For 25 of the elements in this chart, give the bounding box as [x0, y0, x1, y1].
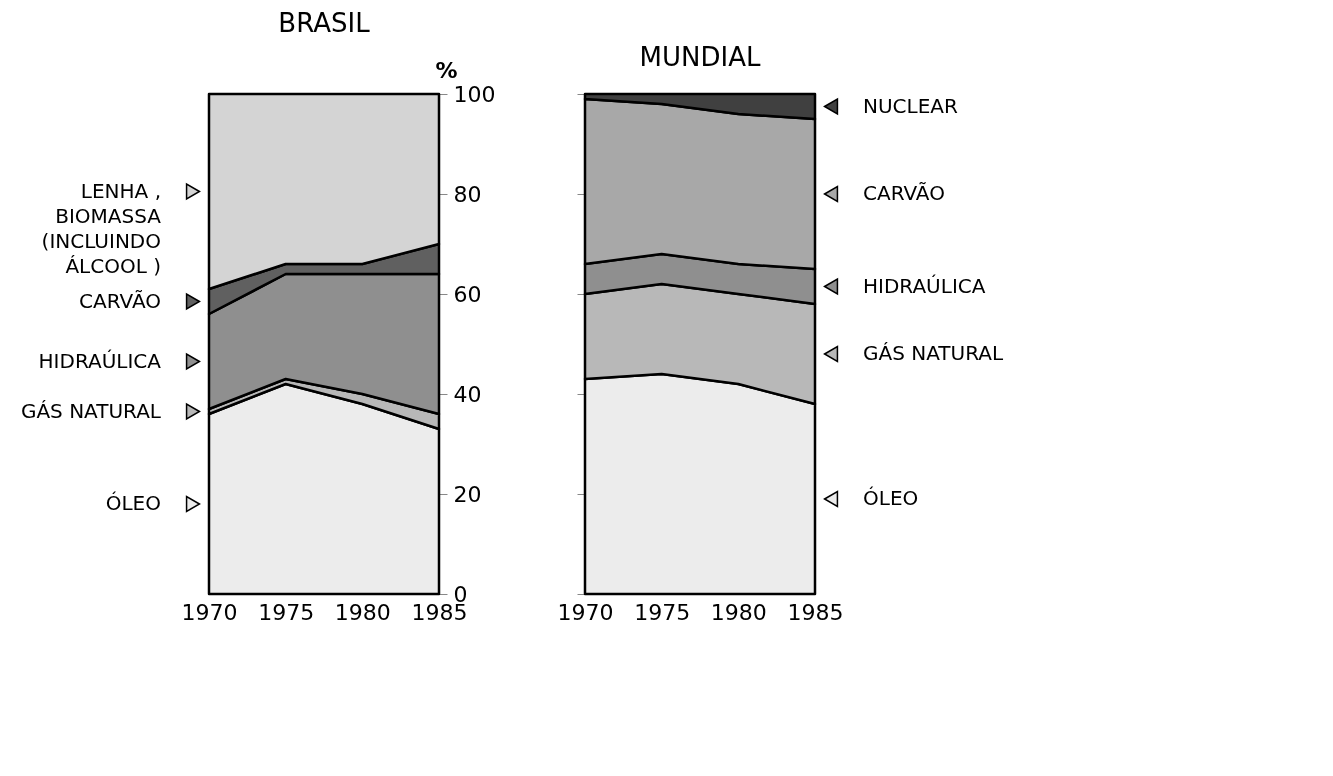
legend-label: ÓLEO [105, 491, 161, 515]
y-tick-label: 40 [453, 381, 482, 407]
y-axis-title: % [435, 57, 458, 83]
y-tick-label: 100 [453, 81, 496, 107]
legend-label: LENHA , BIOMASSA (INCLUINDO ÁLCOOL ) [41, 178, 162, 278]
legend-label: HIDRAÚLICA [863, 273, 986, 298]
x-tick-label: 1975 [258, 599, 315, 625]
legend-label: ÓLEO [863, 486, 919, 510]
x-tick-label: 1980 [710, 599, 767, 625]
x-tick-label: 1970 [557, 599, 614, 625]
x-tick-label: 1980 [334, 599, 391, 625]
y-tick-label: 60 [453, 281, 482, 307]
legend-label: CARVÃO [79, 288, 161, 313]
legend-label: GÁS NATURAL [863, 341, 1004, 365]
y-tick-label: 80 [453, 181, 482, 207]
y-tick-label: 20 [453, 481, 482, 507]
x-tick-label: 1985 [787, 599, 844, 625]
legend-label: GÁS NATURAL [20, 398, 162, 423]
x-tick-label: 1970 [181, 599, 238, 625]
chart-title: MUNDIAL [639, 41, 761, 72]
legend-label: CARVÃO [863, 181, 945, 205]
chart-title: BRASIL [278, 8, 371, 38]
legend-label: NUCLEAR [863, 93, 959, 118]
legend-label: HIDRAÚLICA [38, 348, 162, 373]
x-tick-label: 1975 [634, 599, 691, 625]
